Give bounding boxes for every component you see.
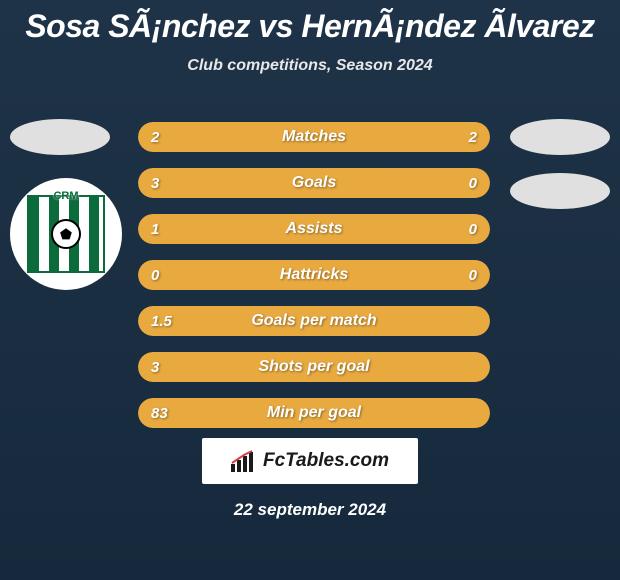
player2-club-avatar [510,173,610,209]
stat-value-right: 0 [469,175,477,192]
stat-value-left: 3 [151,359,159,376]
stat-value-right: 0 [469,221,477,238]
stat-label: Shots per goal [258,358,369,376]
stat-row: 1 Assists 0 [138,214,490,244]
stat-label: Goals per match [251,312,376,330]
stat-row: 3 Shots per goal [138,352,490,382]
stat-value-left: 3 [151,175,159,192]
stat-value-left: 1.5 [151,313,172,330]
stat-value-right: 0 [469,267,477,284]
stat-bar-left [138,168,402,198]
stat-row: 1.5 Goals per match [138,306,490,336]
stat-label: Min per goal [267,404,361,422]
stat-label: Assists [286,220,343,238]
stat-label: Hattricks [280,266,348,284]
stat-row: 83 Min per goal [138,398,490,428]
stat-value-left: 83 [151,405,168,422]
player2-avatar [510,119,610,155]
stats-container: 2 Matches 2 3 Goals 0 1 Assists 0 0 Hattricks 0 1.5 G… [138,122,490,444]
footer-date: 22 september 2024 [234,500,386,520]
stat-bar-left [138,214,402,244]
subtitle: Club competitions, Season 2024 [0,57,620,75]
player1-club-logo: CRM [10,178,122,290]
stat-label: Goals [292,174,336,192]
stat-value-left: 0 [151,267,159,284]
brand-text: FcTables.com [263,450,389,472]
stat-row: 2 Matches 2 [138,122,490,152]
brand-logo[interactable]: FcTables.com [202,438,418,484]
chart-icon [231,450,257,472]
stat-value-right: 2 [469,129,477,146]
stat-value-left: 2 [151,129,159,146]
stat-label: Matches [282,128,346,146]
player1-avatar [10,119,110,155]
stat-row: 3 Goals 0 [138,168,490,198]
soccer-ball-icon [51,219,81,249]
stat-row: 0 Hattricks 0 [138,260,490,290]
club-logo-text: CRM [53,190,78,202]
page-title: Sosa SÃ¡nchez vs HernÃ¡ndez Ãlvarez [0,0,620,45]
stat-value-left: 1 [151,221,159,238]
